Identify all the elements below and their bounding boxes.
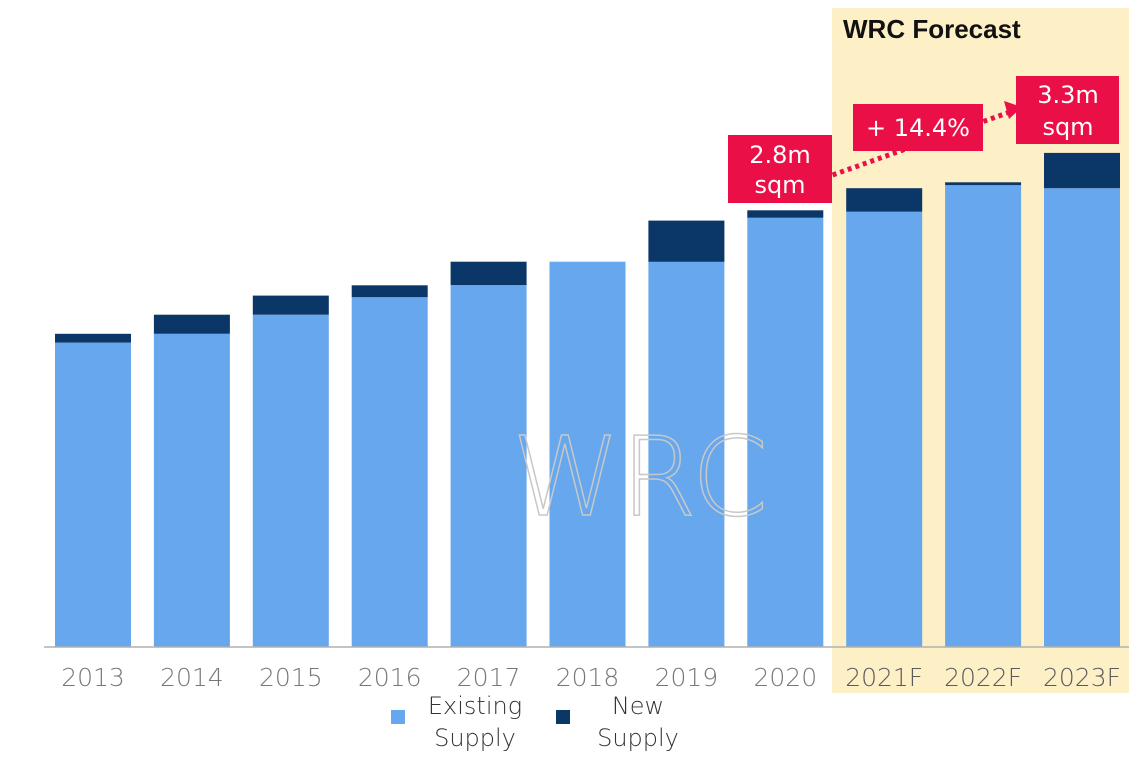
bar-new-2015	[252, 295, 329, 315]
end-value-line2: sqm	[1042, 113, 1093, 141]
forecast-region-title: WRC Forecast	[843, 14, 1021, 44]
bar-existing-2021F	[846, 211, 923, 647]
legend-label-new-line2: Supply	[597, 724, 679, 752]
legend: Existing Supply New Supply	[391, 692, 679, 752]
growth-label: + 14.4%	[866, 114, 970, 142]
x-tick-label-2023F: 2023F	[1043, 663, 1121, 692]
end-value-line1: 3.3m	[1037, 81, 1099, 109]
bar-existing-2020	[747, 217, 824, 647]
x-tick-label-2015: 2015	[259, 663, 323, 692]
bar-existing-2016	[351, 297, 428, 647]
x-tick-label-2014: 2014	[160, 663, 224, 692]
start-value-callout: 2.8m sqm	[728, 135, 832, 203]
bar-new-2021F	[846, 188, 923, 212]
legend-label-existing-line2: Supply	[434, 724, 516, 752]
bar-existing-2017	[450, 285, 527, 647]
bar-new-2022F	[945, 182, 1022, 186]
bar-new-2017	[450, 261, 527, 286]
bar-existing-2019	[648, 261, 725, 647]
x-tick-label-2021F: 2021F	[845, 663, 923, 692]
legend-label-existing-line1: Existing	[428, 692, 522, 720]
bars-group	[55, 152, 1120, 648]
x-tick-label-2022F: 2022F	[944, 663, 1022, 692]
growth-box	[853, 104, 983, 151]
x-tick-labels: 2013 2014 2015 2016 2017 2018 2019 2020 2021F 202…	[61, 663, 1121, 692]
bar-new-2016	[351, 285, 428, 298]
legend-swatch-new	[556, 710, 570, 724]
legend-label-new-line1: New	[612, 692, 664, 720]
bar-existing-2023F	[1044, 188, 1120, 647]
x-tick-label-2020: 2020	[753, 663, 817, 692]
legend-swatch-existing	[391, 710, 405, 724]
start-value-box	[728, 135, 832, 203]
bar-new-2020	[747, 210, 824, 218]
bar-existing-2015	[252, 314, 329, 647]
bar-existing-2018	[549, 261, 626, 647]
bar-existing-2013	[55, 342, 131, 647]
growth-callout: + 14.4%	[853, 104, 983, 151]
bar-existing-2022F	[945, 185, 1022, 648]
watermark-text: WRC	[512, 413, 769, 541]
bar-existing-2014	[153, 333, 230, 647]
x-tick-label-2019: 2019	[655, 663, 719, 692]
start-value-line1: 2.8m	[749, 141, 811, 169]
end-value-box	[1016, 76, 1119, 144]
start-value-line2: sqm	[754, 171, 805, 199]
bar-new-2023F	[1044, 152, 1120, 189]
bar-new-2013	[55, 333, 131, 343]
x-tick-label-2018: 2018	[556, 663, 620, 692]
x-tick-label-2013: 2013	[61, 663, 125, 692]
bar-new-2019	[648, 220, 725, 262]
x-tick-label-2016: 2016	[358, 663, 422, 692]
bar-new-2014	[153, 314, 230, 334]
x-tick-label-2017: 2017	[457, 663, 521, 692]
end-value-callout: 3.3m sqm	[1016, 76, 1119, 144]
